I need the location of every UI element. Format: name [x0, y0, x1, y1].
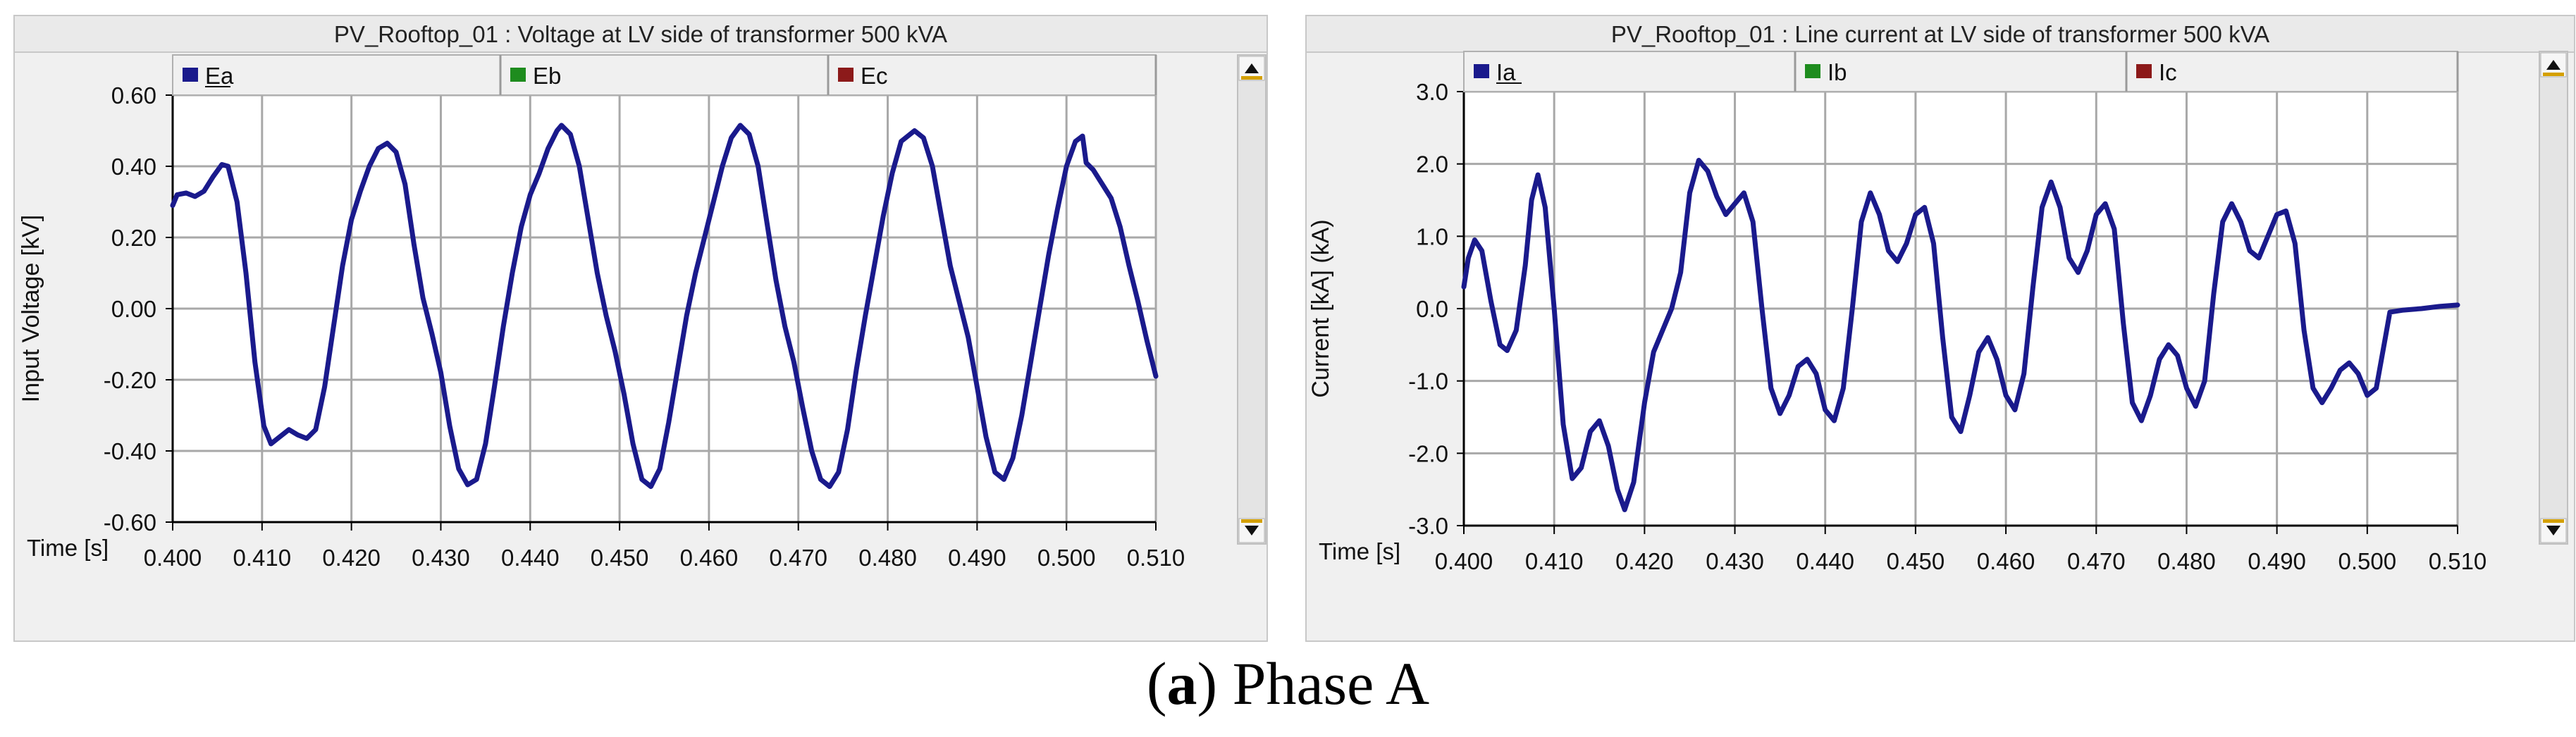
y-tick-label: -0.20	[104, 367, 156, 393]
x-tick-label: 0.420	[322, 545, 381, 571]
legend-label-ib[interactable]: Ib	[1828, 59, 1847, 85]
y-tick-label: 0.20	[111, 225, 156, 251]
legend-swatch-ea[interactable]	[183, 68, 198, 82]
scroll-down-highlight	[2543, 519, 2564, 523]
x-tick-label: 0.490	[2248, 548, 2306, 574]
x-axis-label: Time [s]	[1319, 538, 1400, 564]
legend-swatch-ec[interactable]	[838, 68, 853, 82]
legend-label-ec[interactable]: Ec	[861, 63, 888, 89]
chart-title: PV_Rooftop_01 : Voltage at LV side of tr…	[334, 21, 947, 47]
y-tick-label: 0.0	[1416, 296, 1448, 322]
x-tick-label: 0.410	[233, 545, 292, 571]
y-tick-label: -0.60	[104, 509, 156, 535]
vertical-scrollbar[interactable]	[2539, 51, 2568, 545]
x-tick-label: 0.450	[1887, 548, 1945, 574]
legend-swatch-ic[interactable]	[2136, 64, 2152, 78]
panel-titlebar	[1305, 15, 2575, 53]
scroll-down-highlight	[1241, 519, 1262, 523]
x-tick-label: 0.430	[1706, 548, 1764, 574]
legend-bar	[1463, 51, 2458, 92]
x-tick-label: 0.450	[591, 545, 649, 571]
x-tick-label: 0.440	[501, 545, 560, 571]
legend-label-eb[interactable]: Eb	[533, 63, 561, 89]
y-tick-label: 3.0	[1416, 79, 1448, 105]
scroll-down-arrow-icon	[2546, 526, 2560, 535]
scroll-down-arrow-icon	[1245, 526, 1259, 535]
x-tick-label: 0.480	[2157, 548, 2216, 574]
legend-label-ic[interactable]: Ic	[2159, 59, 2177, 85]
x-tick-label: 0.400	[1435, 548, 1493, 574]
x-tick-label: 0.420	[1615, 548, 1674, 574]
y-tick-label: -0.40	[104, 438, 156, 464]
legend-label-ia[interactable]: Ia	[1496, 59, 1516, 85]
x-axis-label: Time [s]	[27, 535, 109, 561]
y-tick-label: -2.0	[1408, 440, 1448, 466]
y-tick-label: -3.0	[1408, 513, 1448, 539]
chart-title: PV_Rooftop_01 : Line current at LV side …	[1611, 21, 2269, 47]
y-axis-label: Input Voltage [kV]	[18, 215, 44, 403]
figure-caption: (a) Phase A	[1146, 650, 1430, 717]
x-tick-label: 0.460	[680, 545, 739, 571]
series-line-ia	[1461, 158, 2460, 512]
caption-text: Phase A	[1232, 650, 1430, 717]
x-tick-label: 0.500	[2338, 548, 2397, 574]
legend-swatch-ia[interactable]	[1474, 64, 1489, 78]
y-tick-label: -1.0	[1408, 368, 1448, 395]
chart-panel-2: PV_Rooftop_01 : Line current at LV side …	[1305, 15, 2575, 642]
series-line-ea	[170, 123, 1159, 489]
chart-panel-1: PV_Rooftop_01 : Voltage at LV side of tr…	[13, 15, 1268, 642]
x-tick-label: 0.400	[144, 545, 202, 571]
scroll-up-arrow-icon	[1245, 63, 1259, 73]
y-tick-label: 0.40	[111, 154, 156, 180]
vertical-scrollbar[interactable]	[1237, 54, 1267, 545]
x-tick-label: 0.440	[1796, 548, 1854, 574]
legend-swatch-ib[interactable]	[1805, 64, 1820, 78]
y-tick-label: 0.00	[111, 296, 156, 322]
legend-bar	[172, 54, 1157, 96]
x-tick-label: 0.470	[769, 545, 827, 571]
y-tick-label: 1.0	[1416, 223, 1448, 249]
x-tick-label: 0.430	[412, 545, 470, 571]
legend-label-ea[interactable]: Ea	[205, 63, 234, 89]
x-tick-label: 0.460	[1977, 548, 2035, 574]
x-tick-label: 0.500	[1037, 545, 1096, 571]
x-tick-label: 0.510	[2429, 548, 2487, 574]
x-tick-label: 0.470	[2067, 548, 2126, 574]
x-tick-label: 0.480	[858, 545, 917, 571]
y-tick-label: 2.0	[1416, 151, 1448, 178]
legend-swatch-eb[interactable]	[510, 68, 526, 82]
scroll-up-highlight	[1241, 76, 1262, 80]
caption-label: a	[1166, 650, 1197, 717]
scroll-up-arrow-icon	[2546, 60, 2560, 70]
x-tick-label: 0.490	[948, 545, 1006, 571]
y-axis-label: Current [kA] (kA)	[1307, 219, 1334, 397]
scroll-up-highlight	[2543, 73, 2564, 76]
y-tick-label: 0.60	[111, 82, 156, 109]
x-tick-label: 0.410	[1525, 548, 1584, 574]
panel-titlebar	[13, 15, 1268, 53]
x-tick-label: 0.510	[1127, 545, 1185, 571]
